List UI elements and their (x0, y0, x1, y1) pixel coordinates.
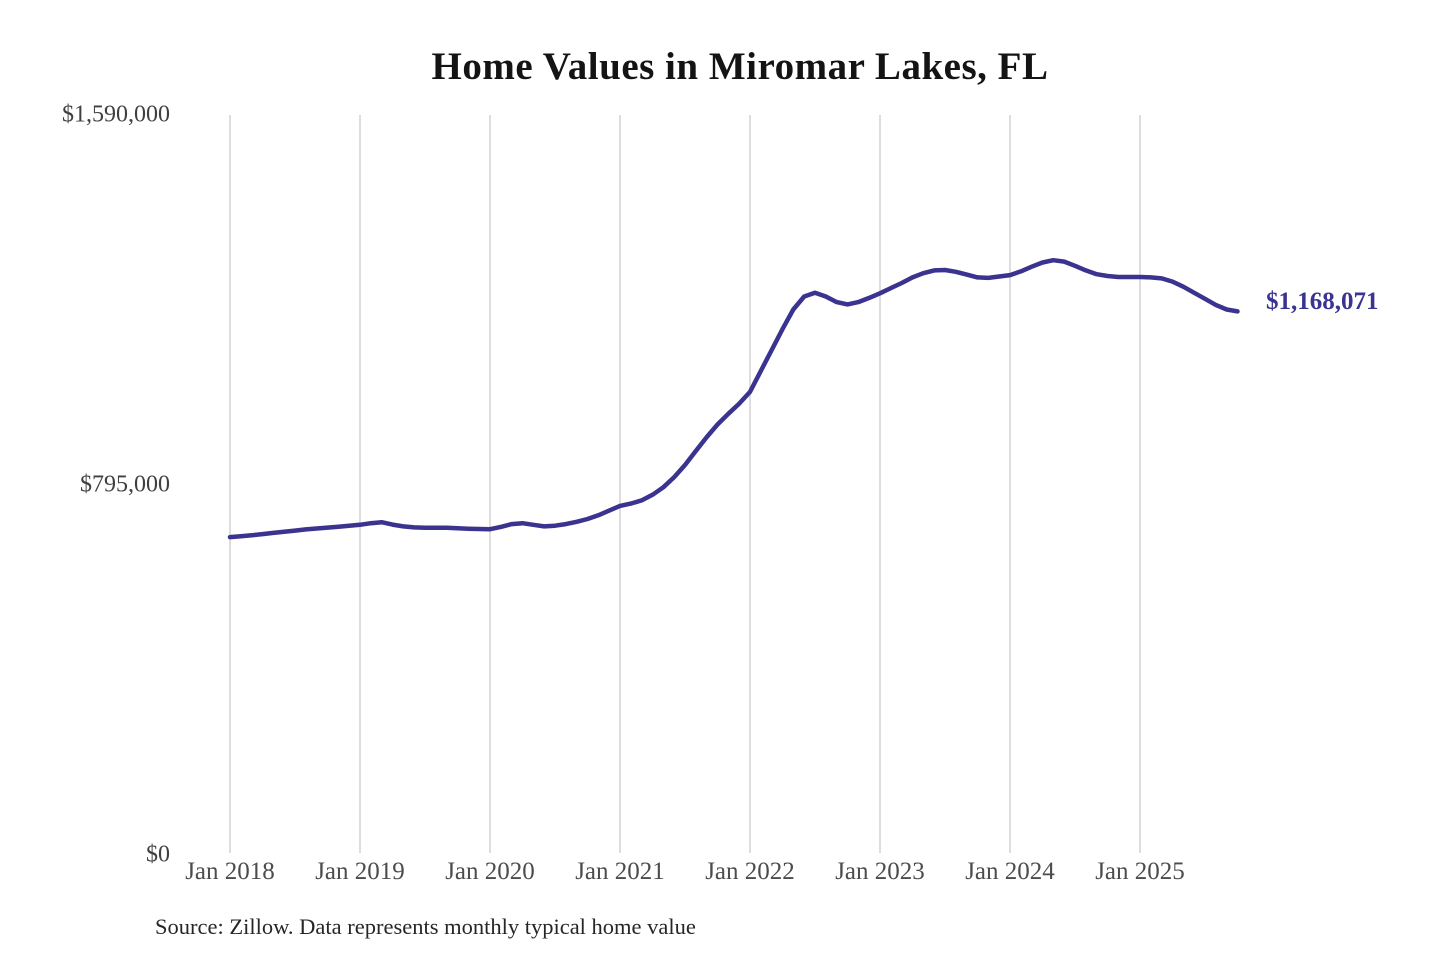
x-axis-tick-label: Jan 2020 (445, 858, 535, 885)
gridlines (229, 115, 1141, 853)
x-axis-tick-label: Jan 2023 (835, 858, 925, 885)
x-axis-tick-label: Jan 2025 (1095, 858, 1185, 885)
x-axis-tick-label: Jan 2018 (185, 858, 275, 885)
x-axis-tick-label: Jan 2024 (965, 858, 1055, 885)
y-axis-tick-label: $0 (146, 841, 170, 868)
final-value-label: $1,168,071 (1266, 288, 1379, 315)
y-axis-tick-label: $1,590,000 (62, 101, 170, 128)
y-axis-tick-label: $795,000 (80, 471, 170, 498)
x-axis-tick-label: Jan 2021 (575, 858, 665, 885)
x-axis-tick-label: Jan 2019 (315, 858, 405, 885)
home-value-line (227, 257, 1240, 540)
source-note: Source: Zillow. Data represents monthly … (155, 914, 696, 939)
x-axis-tick-label: Jan 2022 (705, 858, 795, 885)
chart-title: Home Values in Miromar Lakes, FL (431, 45, 1049, 88)
